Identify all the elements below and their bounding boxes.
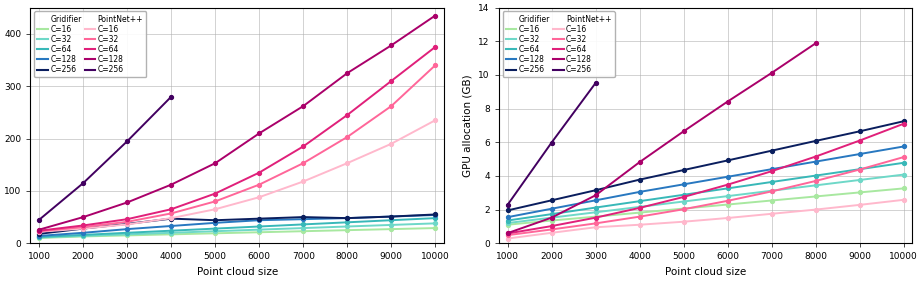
X-axis label: Point cloud size: Point cloud size: [665, 267, 747, 277]
Legend: Gridifier, C=16, C=32, C=64, C=128, C=256, PointNet++, C=16, C=32, C=64, C=128, : Gridifier, C=16, C=32, C=64, C=128, C=25…: [503, 12, 614, 77]
Y-axis label: GPU allocation (GB): GPU allocation (GB): [463, 74, 473, 177]
Legend: Gridifier, C=16, C=32, C=64, C=128, C=256, PointNet++, C=16, C=32, C=64, C=128, : Gridifier, C=16, C=32, C=64, C=128, C=25…: [34, 12, 146, 77]
X-axis label: Point cloud size: Point cloud size: [197, 267, 278, 277]
